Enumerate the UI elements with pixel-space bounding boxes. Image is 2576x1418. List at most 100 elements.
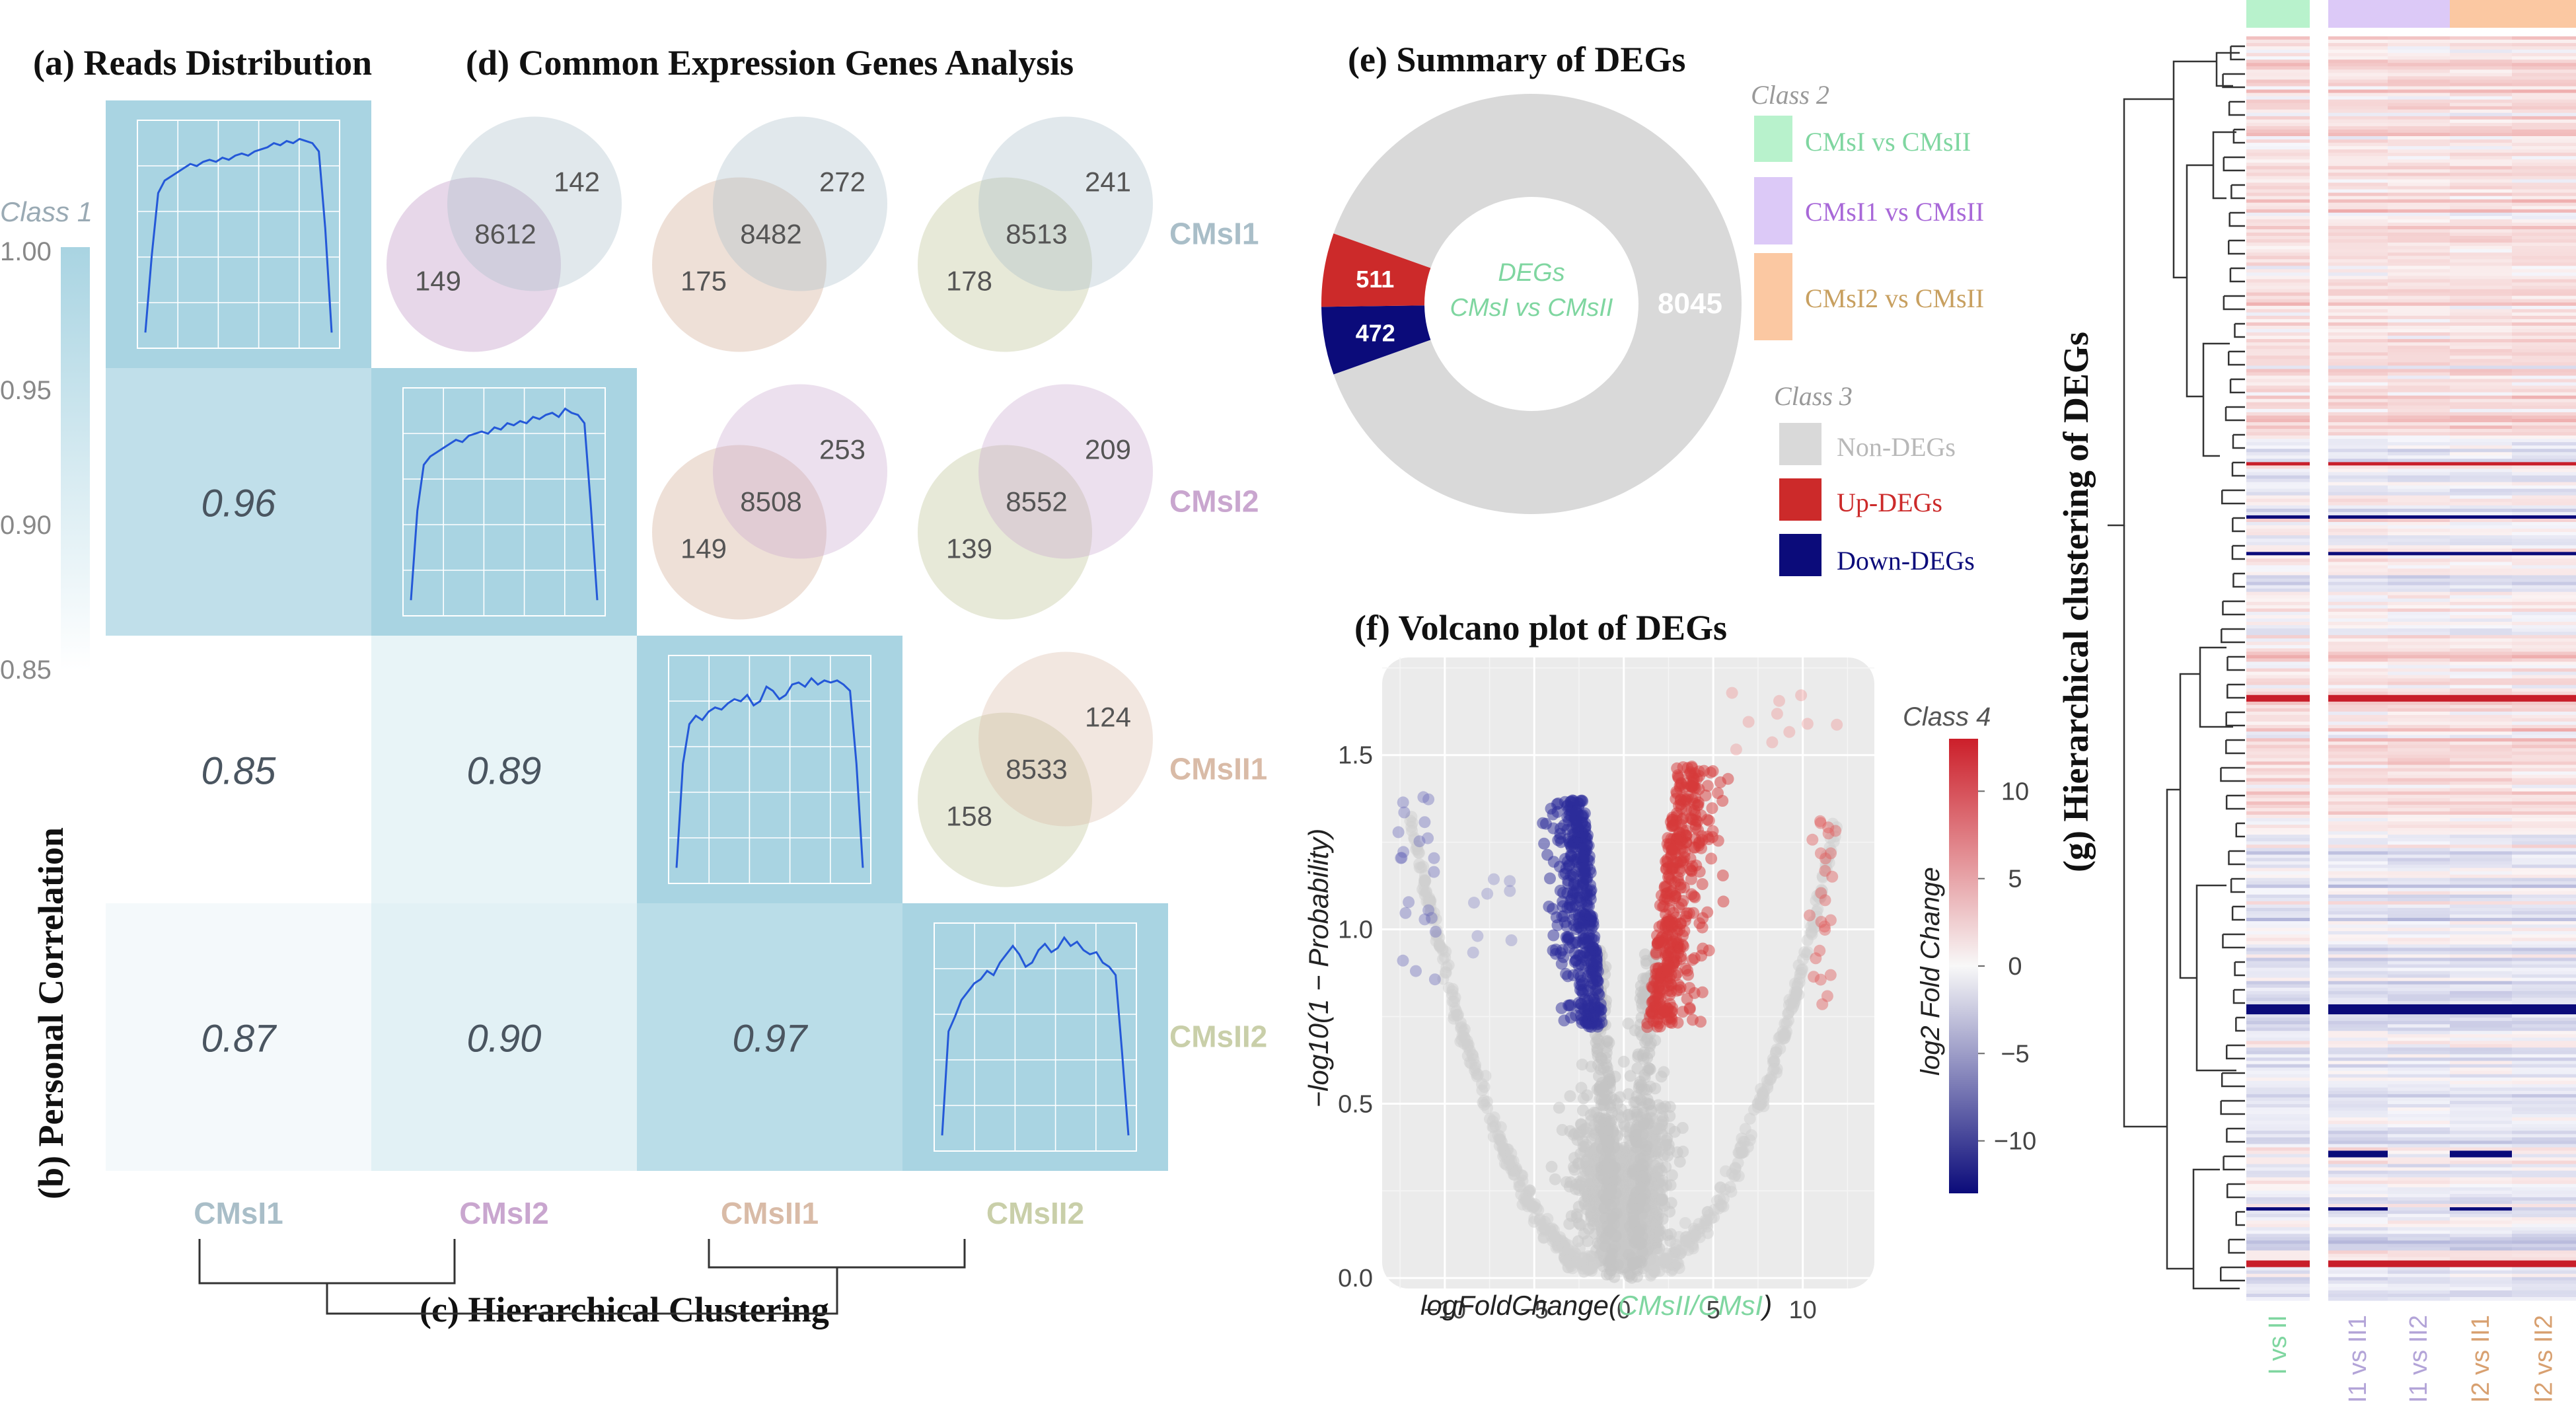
volcano-point: [1674, 793, 1687, 805]
heatmap-cell: [2388, 948, 2450, 952]
heatmap-cell: [2450, 722, 2512, 726]
heatmap-cell: [2388, 432, 2450, 436]
volcano-point: [1616, 1151, 1628, 1164]
volcano-point: [1430, 913, 1442, 926]
heatmap-cell: [2246, 722, 2310, 726]
heatmap-cell: [2450, 385, 2512, 390]
heatmap-cell: [2512, 751, 2576, 755]
heatmap-cell: [2388, 628, 2450, 632]
heatmap-cell: [2512, 891, 2576, 895]
heatmap-cell: [2450, 1080, 2512, 1085]
heatmap-cell: [2512, 299, 2576, 303]
heatmap-cell: [2450, 661, 2512, 666]
heatmap-cell: [2388, 299, 2450, 303]
heatmap-cell: [2388, 1090, 2450, 1095]
heatmap-cell: [2328, 897, 2388, 902]
heatmap-cell: [2328, 292, 2388, 297]
heatmap-cell: [2512, 209, 2576, 213]
corr-colorbar: [61, 247, 90, 670]
heatmap-cell: [2328, 1121, 2388, 1125]
heatmap-cell: [2328, 585, 2388, 589]
heatmap-cell: [2450, 102, 2512, 107]
heatmap-cell: [2388, 109, 2450, 114]
heatmap-cell: [2246, 774, 2310, 779]
heatmap-cell: [2512, 548, 2576, 552]
volcano-xtick: −10: [1424, 1296, 1466, 1324]
heatmap-group-c: [2450, 0, 2576, 28]
heatmap-cell: [2388, 588, 2450, 593]
volcano-point: [1806, 833, 1819, 846]
heatmap-cell: [2450, 465, 2512, 470]
heatmap-cell: [2246, 56, 2310, 60]
volcano-point: [1689, 891, 1701, 903]
heatmap-cell: [2512, 558, 2576, 562]
heatmap-cell: [2388, 801, 2450, 805]
heatmap-cell: [2450, 532, 2512, 536]
heatmap-cell: [2328, 299, 2388, 303]
heatmap-cell: [2450, 1031, 2512, 1035]
volcano-point: [1720, 1165, 1732, 1177]
heatmap-cell: [2512, 918, 2576, 922]
volcano-point: [1666, 1169, 1678, 1181]
heatmap-cell: [2328, 868, 2388, 872]
venn-circle-left-1-2: [652, 445, 827, 620]
heatmap-cell: [2246, 252, 2310, 256]
heatmap-cell: [2246, 711, 2310, 716]
heatmap-cell: [2512, 894, 2576, 899]
heatmap-cell: [2246, 668, 2310, 673]
heatmap-cell: [2246, 1144, 2310, 1148]
corr-tick-085: 0.85: [0, 655, 52, 685]
heatmap-cell: [2512, 1024, 2576, 1028]
venn-right-count-0-3: 241: [1085, 167, 1131, 198]
heatmap-cell: [2450, 887, 2512, 892]
heatmap-cell: [2512, 1107, 2576, 1111]
heatmap-cell: [2450, 964, 2512, 969]
heatmap-cell: [2246, 346, 2310, 350]
heatmap-cell: [2388, 914, 2450, 918]
heatmap-cell: [2450, 974, 2512, 979]
heatmap-cell: [2246, 1031, 2310, 1035]
heatmap-cell: [2512, 136, 2576, 140]
heatmap-cell: [2328, 1111, 2388, 1115]
volcano-point: [1662, 871, 1674, 883]
heatmap-cell: [2512, 239, 2576, 243]
heatmap-cell: [2388, 818, 2450, 822]
heatmap-cell: [2450, 305, 2512, 310]
volcano-point: [1595, 1125, 1607, 1137]
heatmap-cell: [2512, 818, 2576, 822]
heatmap-cell: [2388, 977, 2450, 982]
heatmap-cell: [2388, 259, 2450, 263]
heatmap-cell: [2388, 505, 2450, 509]
heatmap-cell: [2388, 1057, 2450, 1062]
heatmap-cell: [2246, 398, 2310, 403]
heatmap-cell: [2246, 625, 2310, 629]
heatmap-cell: [2246, 1074, 2310, 1078]
heatmap-cell: [2328, 961, 2388, 965]
heatmap-cell: [2512, 545, 2576, 549]
heatmap-cell: [2512, 336, 2576, 340]
heatmap-cell: [2450, 50, 2512, 54]
heatmap-cell: [2388, 539, 2450, 542]
heatmap-cell: [2328, 249, 2388, 253]
heatmap-cell: [2246, 79, 2310, 84]
heatmap-cell: [2328, 146, 2388, 150]
heatmap-cell: [2388, 1103, 2450, 1108]
venn-right-count-2-3: 124: [1085, 702, 1131, 733]
heatmap-cell: [2388, 435, 2450, 439]
heatmap-cell: [2388, 1084, 2450, 1088]
heatmap-cell: [2388, 618, 2450, 622]
heatmap-cell: [2388, 329, 2450, 333]
heatmap-cell: [2328, 761, 2388, 766]
heatmap-cell: [2512, 924, 2576, 928]
heatmap-cell: [2450, 1047, 2512, 1052]
heatmap-cell: [2450, 821, 2512, 825]
heatmap-cell: [2246, 1044, 2310, 1048]
heatmap-cell: [2512, 186, 2576, 190]
heatmap-cell: [2388, 1121, 2450, 1125]
heatmap-cell: [2388, 106, 2450, 110]
corr-cell-3-1: [371, 903, 637, 1171]
heatmap-cell: [2328, 532, 2388, 536]
heatmap-cell: [2388, 518, 2450, 523]
heatmap-cell: [2512, 807, 2576, 812]
volcano-point: [1558, 1014, 1570, 1027]
